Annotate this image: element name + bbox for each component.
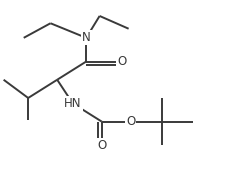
Text: O: O	[126, 115, 135, 128]
Text: O: O	[117, 55, 126, 68]
Text: O: O	[97, 139, 106, 152]
Text: HN: HN	[64, 97, 81, 110]
Text: N: N	[81, 31, 90, 44]
